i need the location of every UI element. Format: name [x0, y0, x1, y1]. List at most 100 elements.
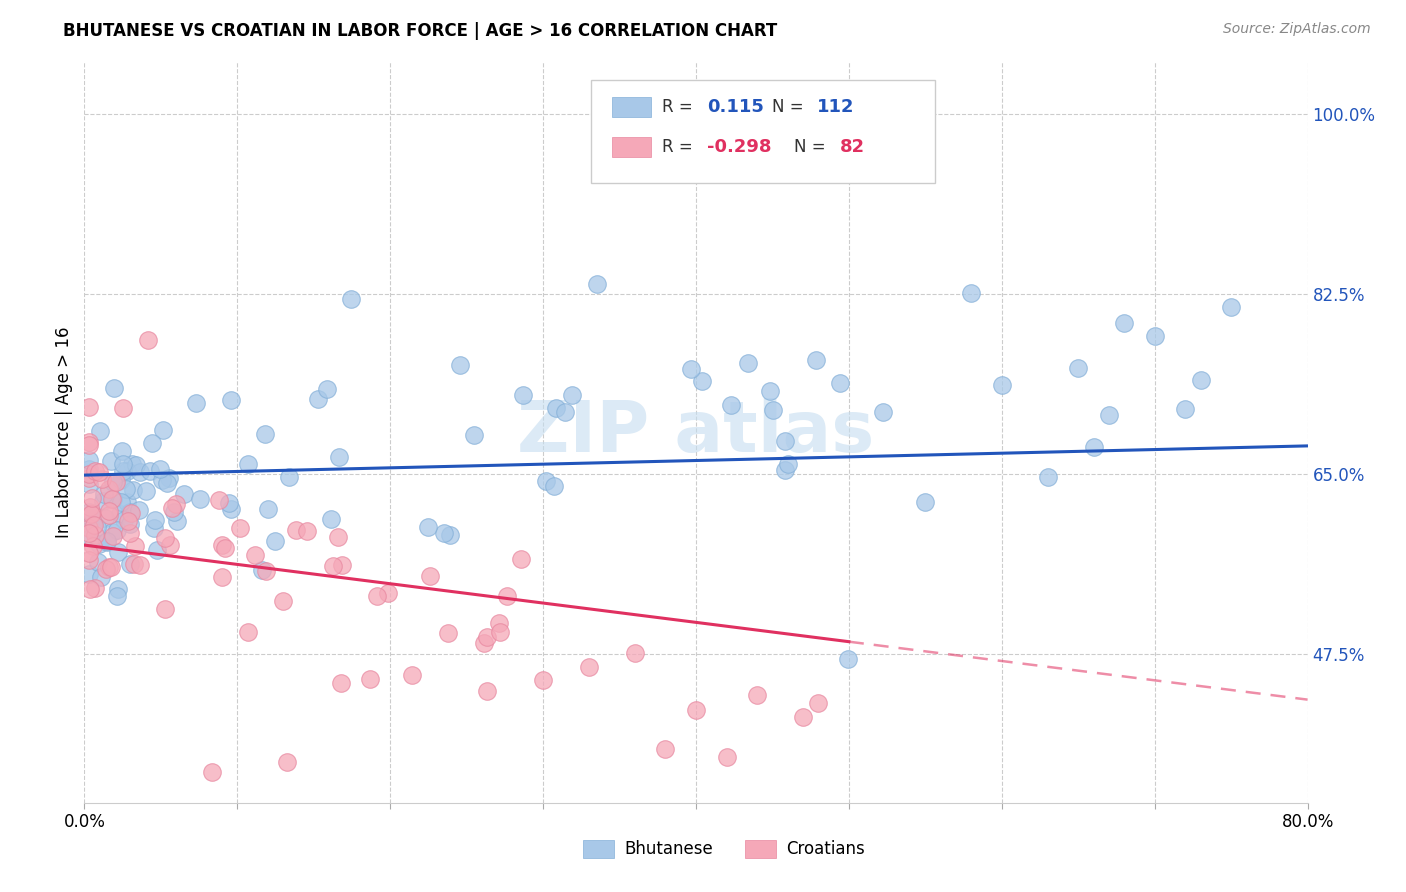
Point — [97, 504, 120, 518]
Point — [236, 624, 259, 639]
Point — [77, 438, 100, 452]
Point — [762, 402, 785, 417]
Point — [82, 517, 104, 532]
Point — [80, 491, 103, 506]
Point — [416, 519, 439, 533]
Point — [254, 564, 277, 578]
Point — [115, 495, 138, 509]
Text: 0.115: 0.115 — [707, 98, 763, 116]
Point — [328, 450, 350, 465]
Point — [163, 504, 186, 518]
Text: Source: ZipAtlas.com: Source: ZipAtlas.com — [1223, 22, 1371, 37]
Point — [463, 428, 485, 442]
Point — [221, 501, 243, 516]
Point — [129, 558, 152, 573]
Point — [80, 506, 103, 520]
Point — [585, 277, 607, 291]
Point — [125, 458, 148, 473]
Text: Bhutanese: Bhutanese — [624, 840, 713, 858]
Point — [82, 539, 104, 553]
Point — [263, 534, 285, 549]
Point — [117, 514, 139, 528]
Point — [77, 521, 100, 535]
Point — [273, 594, 295, 608]
Point — [94, 510, 117, 524]
Point — [107, 582, 129, 597]
Point — [101, 524, 124, 539]
Point — [105, 589, 128, 603]
Point — [433, 526, 456, 541]
Point — [828, 376, 851, 391]
Point — [747, 688, 769, 702]
Point — [685, 704, 707, 718]
Point — [214, 541, 236, 555]
Point — [773, 463, 796, 477]
Point — [284, 523, 307, 537]
Point — [276, 755, 298, 769]
Point — [201, 764, 224, 779]
Point — [489, 625, 512, 640]
Point — [100, 454, 122, 468]
Point — [475, 683, 498, 698]
Point — [111, 444, 134, 458]
Point — [77, 553, 100, 567]
Point — [256, 502, 278, 516]
Point — [79, 582, 101, 597]
Point — [159, 538, 181, 552]
Point — [1098, 408, 1121, 422]
Point — [806, 352, 828, 367]
Point — [118, 516, 141, 531]
Point — [77, 400, 100, 414]
Point — [149, 462, 172, 476]
Point — [359, 673, 381, 687]
Point — [77, 462, 100, 476]
Point — [135, 484, 157, 499]
Point — [184, 396, 207, 410]
Point — [218, 496, 240, 510]
Point — [89, 424, 111, 438]
Point — [208, 492, 231, 507]
Point — [101, 475, 124, 489]
Point — [90, 472, 112, 486]
Y-axis label: In Labor Force | Age > 16: In Labor Force | Age > 16 — [55, 326, 73, 539]
Point — [759, 384, 782, 398]
Point — [112, 401, 135, 415]
Point — [544, 401, 567, 416]
Point — [419, 569, 441, 583]
Point — [1143, 329, 1166, 343]
Point — [295, 524, 318, 539]
Point — [330, 558, 353, 572]
Point — [1114, 316, 1136, 330]
Point — [477, 630, 499, 644]
Point — [173, 487, 195, 501]
Point — [77, 505, 100, 519]
Point — [250, 563, 273, 577]
Point — [100, 560, 122, 574]
Point — [77, 467, 100, 482]
Point — [87, 555, 110, 569]
Point — [211, 570, 233, 584]
Point — [118, 505, 141, 519]
Point — [329, 676, 352, 690]
Point — [166, 514, 188, 528]
Point — [107, 545, 129, 559]
Point — [84, 528, 107, 542]
Text: Croatians: Croatians — [786, 840, 865, 858]
Point — [86, 520, 108, 534]
Point — [90, 570, 112, 584]
Point — [326, 530, 349, 544]
Point — [439, 528, 461, 542]
Point — [776, 457, 799, 471]
Point — [236, 457, 259, 471]
Point — [679, 362, 702, 376]
Point — [112, 512, 135, 526]
Point — [554, 405, 576, 419]
Point — [654, 742, 676, 756]
Text: N =: N = — [772, 98, 803, 116]
Point — [211, 538, 233, 552]
Point — [1174, 401, 1197, 416]
Text: 82: 82 — [839, 138, 865, 156]
Point — [321, 512, 343, 526]
Text: -0.298: -0.298 — [707, 138, 772, 156]
Point — [124, 539, 146, 553]
